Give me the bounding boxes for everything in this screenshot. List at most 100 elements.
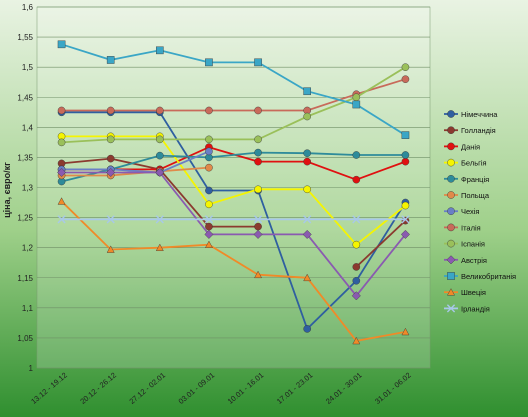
data-point [205, 147, 213, 156]
data-point [303, 215, 312, 224]
data-point [401, 215, 410, 224]
data-point [205, 222, 213, 231]
data-point [447, 223, 455, 232]
data-point [352, 215, 361, 224]
x-tick-label: 03.01 - 09.01 [177, 371, 217, 406]
data-point [205, 186, 213, 195]
series-line [57, 215, 410, 224]
data-point [57, 40, 66, 49]
legend-label: Ірландія [461, 304, 490, 313]
data-point [401, 216, 410, 225]
data-point [254, 185, 262, 194]
x-tick-label: 20.12 - 26.12 [78, 371, 118, 406]
series-line [57, 197, 410, 345]
data-point [401, 131, 410, 139]
data-point [253, 215, 263, 224]
data-point [57, 138, 66, 147]
legend-label: Швеція [461, 288, 486, 297]
data-point [156, 151, 164, 160]
data-point [106, 215, 115, 224]
data-point [156, 106, 164, 115]
series-path [61, 171, 407, 298]
data-point [205, 240, 213, 248]
data-point [446, 304, 456, 313]
data-point [254, 135, 262, 144]
data-point [447, 191, 455, 199]
y-tick-label: 1,15 [17, 274, 33, 283]
series-path [61, 111, 407, 331]
x-tick-label: 24.01 - 30.01 [324, 371, 364, 406]
data-point [447, 207, 455, 215]
data-point [351, 291, 361, 301]
series-path [61, 150, 210, 174]
legend-label: Голландія [461, 126, 496, 135]
data-point [57, 197, 66, 205]
legend-item: Великобританія [444, 272, 516, 281]
y-tick-label: 1 [29, 364, 34, 373]
data-point [106, 245, 115, 253]
data-point [302, 229, 312, 239]
data-point [447, 239, 455, 248]
series-path [60, 200, 406, 342]
y-tick-label: 1,25 [17, 214, 33, 223]
data-point [205, 106, 213, 115]
data-point [447, 174, 455, 183]
data-point [401, 63, 410, 71]
data-point [303, 87, 311, 96]
series-line [57, 132, 410, 249]
series-line [57, 40, 410, 139]
legend-item: Швеція [444, 288, 486, 297]
legend-label: Бельгія [461, 159, 487, 168]
data-point [205, 200, 213, 209]
data-point [352, 276, 361, 285]
legend-item: Данія [444, 142, 480, 151]
data-point [401, 151, 410, 159]
y-tick-label: 1,3 [22, 184, 34, 193]
data-point [254, 148, 262, 157]
data-point [447, 142, 455, 151]
data-point [352, 175, 361, 184]
y-tick-label: 1,1 [22, 304, 34, 313]
x-tick-label: 27.12 - 02.01 [127, 371, 167, 406]
y-tick-label: 1,4 [22, 123, 34, 132]
data-point [352, 151, 361, 159]
data-point [303, 273, 312, 282]
y-tick-label: 1,5 [22, 63, 34, 72]
data-point [352, 336, 361, 345]
legend-item: Ірландія [444, 304, 490, 313]
x-tick-label: 31.01 - 06.02 [373, 371, 413, 406]
x-axis-tick-labels: 13.12 - 19.12 20.12 - 26.12 27.12 - 02.01 0… [29, 371, 413, 406]
data-point [57, 106, 66, 115]
y-tick-label: 1,55 [17, 33, 33, 42]
data-point [254, 270, 262, 279]
legend-item: Іспанія [444, 240, 485, 249]
series-line [57, 167, 410, 301]
data-point [106, 106, 115, 115]
data-point [106, 154, 115, 163]
series-path [61, 78, 406, 112]
data-point [352, 93, 361, 102]
data-point [205, 163, 213, 172]
legend-label: Австрія [461, 256, 487, 265]
legend: Німеччина Голландія Данія Бельгія Франція Пол… [444, 110, 516, 313]
y-tick-label: 1,35 [17, 153, 33, 162]
series-path [61, 151, 406, 183]
data-point [254, 58, 262, 67]
data-point [106, 135, 115, 144]
y-axis-tick-labels: 1 1,05 1,1 1,15 1,2 1,25 1,3 1,35 1,4 1,45 1,5 1,55… [17, 3, 33, 373]
legend-label: Німеччина [461, 110, 498, 119]
legend-label: Великобританія [461, 272, 516, 281]
series-path [61, 66, 406, 144]
legend-label: Чехія [461, 207, 479, 216]
legend-item: Бельгія [444, 159, 487, 168]
data-point [155, 167, 165, 177]
data-point [446, 255, 456, 265]
x-tick-label: 13.12 - 19.12 [29, 371, 69, 406]
data-point [447, 288, 455, 296]
y-axis-label: ціна, євро/кг [2, 162, 12, 218]
legend-item: Німеччина [444, 110, 498, 119]
series-path [61, 135, 406, 246]
legend-label: Франція [461, 175, 489, 184]
data-point [303, 325, 311, 333]
data-point [447, 272, 455, 280]
